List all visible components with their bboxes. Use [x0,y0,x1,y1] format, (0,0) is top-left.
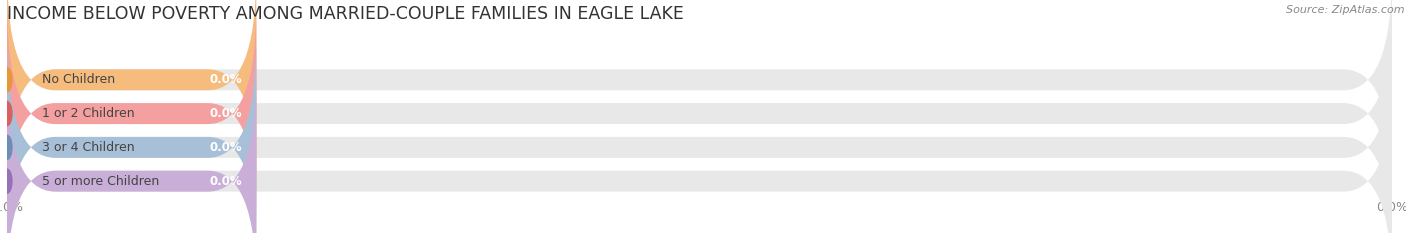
FancyBboxPatch shape [7,0,1392,188]
Circle shape [1,102,13,126]
Circle shape [1,169,13,193]
Text: 3 or 4 Children: 3 or 4 Children [42,141,135,154]
FancyBboxPatch shape [7,6,1392,221]
Circle shape [1,135,13,159]
Text: INCOME BELOW POVERTY AMONG MARRIED-COUPLE FAMILIES IN EAGLE LAKE: INCOME BELOW POVERTY AMONG MARRIED-COUPL… [7,5,683,23]
FancyBboxPatch shape [7,6,256,221]
Text: 1 or 2 Children: 1 or 2 Children [42,107,135,120]
Text: 5 or more Children: 5 or more Children [42,175,159,188]
Text: Source: ZipAtlas.com: Source: ZipAtlas.com [1286,5,1405,15]
Text: 0.0%: 0.0% [209,141,242,154]
FancyBboxPatch shape [7,40,1392,233]
FancyBboxPatch shape [7,73,1392,233]
Text: No Children: No Children [42,73,115,86]
FancyBboxPatch shape [7,73,256,233]
Text: 0.0%: 0.0% [209,73,242,86]
Circle shape [1,68,13,92]
Text: 0.0%: 0.0% [209,175,242,188]
Text: 0.0%: 0.0% [209,107,242,120]
FancyBboxPatch shape [7,0,256,188]
FancyBboxPatch shape [7,40,256,233]
